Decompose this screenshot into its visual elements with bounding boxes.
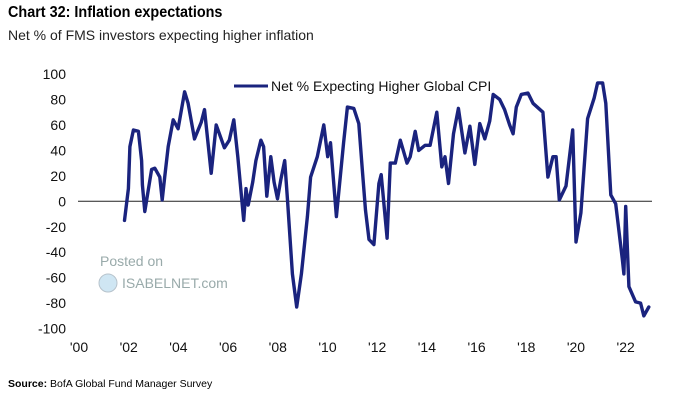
watermark-line1: Posted on [100, 253, 163, 269]
chart-subtitle: Net % of FMS investors expecting higher … [8, 27, 314, 43]
source-note: Source: BofA Global Fund Manager Survey [8, 378, 212, 390]
x-tick-label: '20 [567, 339, 585, 355]
legend-label: Net % Expecting Higher Global CPI [271, 78, 491, 94]
watermark-line2: ISABELNET.com [122, 275, 228, 291]
x-tick-label: '06 [219, 339, 237, 355]
x-axis: '00 '02 '04 '06 '08 '10 '12 '14 '16 '18 '20 '22 [70, 339, 635, 355]
source-label: Source: [8, 378, 48, 390]
x-tick-label: '22 [617, 339, 635, 355]
y-tick-label: 80 [50, 91, 66, 107]
legend: Net % Expecting Higher Global CPI [234, 78, 491, 94]
y-tick-label: -60 [46, 270, 66, 286]
y-tick-label: -40 [46, 244, 66, 260]
y-tick-label: 20 [50, 168, 66, 184]
y-tick-label: 0 [58, 193, 66, 209]
y-tick-label: 100 [43, 66, 67, 82]
x-tick-label: '16 [467, 339, 485, 355]
x-tick-label: '02 [120, 339, 138, 355]
x-tick-label: '08 [269, 339, 287, 355]
x-tick-label: '10 [318, 339, 336, 355]
y-axis: 100 80 60 40 20 0 -20 -40 -60 -80 -100 [38, 66, 66, 337]
x-tick-label: '18 [517, 339, 535, 355]
source-text: BofA Global Fund Manager Survey [50, 378, 213, 390]
y-tick-label: 60 [50, 117, 66, 133]
watermark: Posted on ISABELNET.com [98, 253, 228, 293]
y-tick-label: -80 [46, 295, 66, 311]
series-line [122, 81, 651, 318]
y-tick-label: -100 [38, 321, 66, 337]
watermark-logo-icon [98, 273, 118, 293]
y-tick-label: 40 [50, 142, 66, 158]
y-tick-label: -20 [46, 219, 66, 235]
x-tick-label: '12 [368, 339, 386, 355]
chart-title: Chart 32: Inflation expectations [8, 4, 223, 21]
x-tick-label: '14 [418, 339, 436, 355]
x-tick-label: '00 [70, 339, 88, 355]
x-tick-label: '04 [169, 339, 187, 355]
